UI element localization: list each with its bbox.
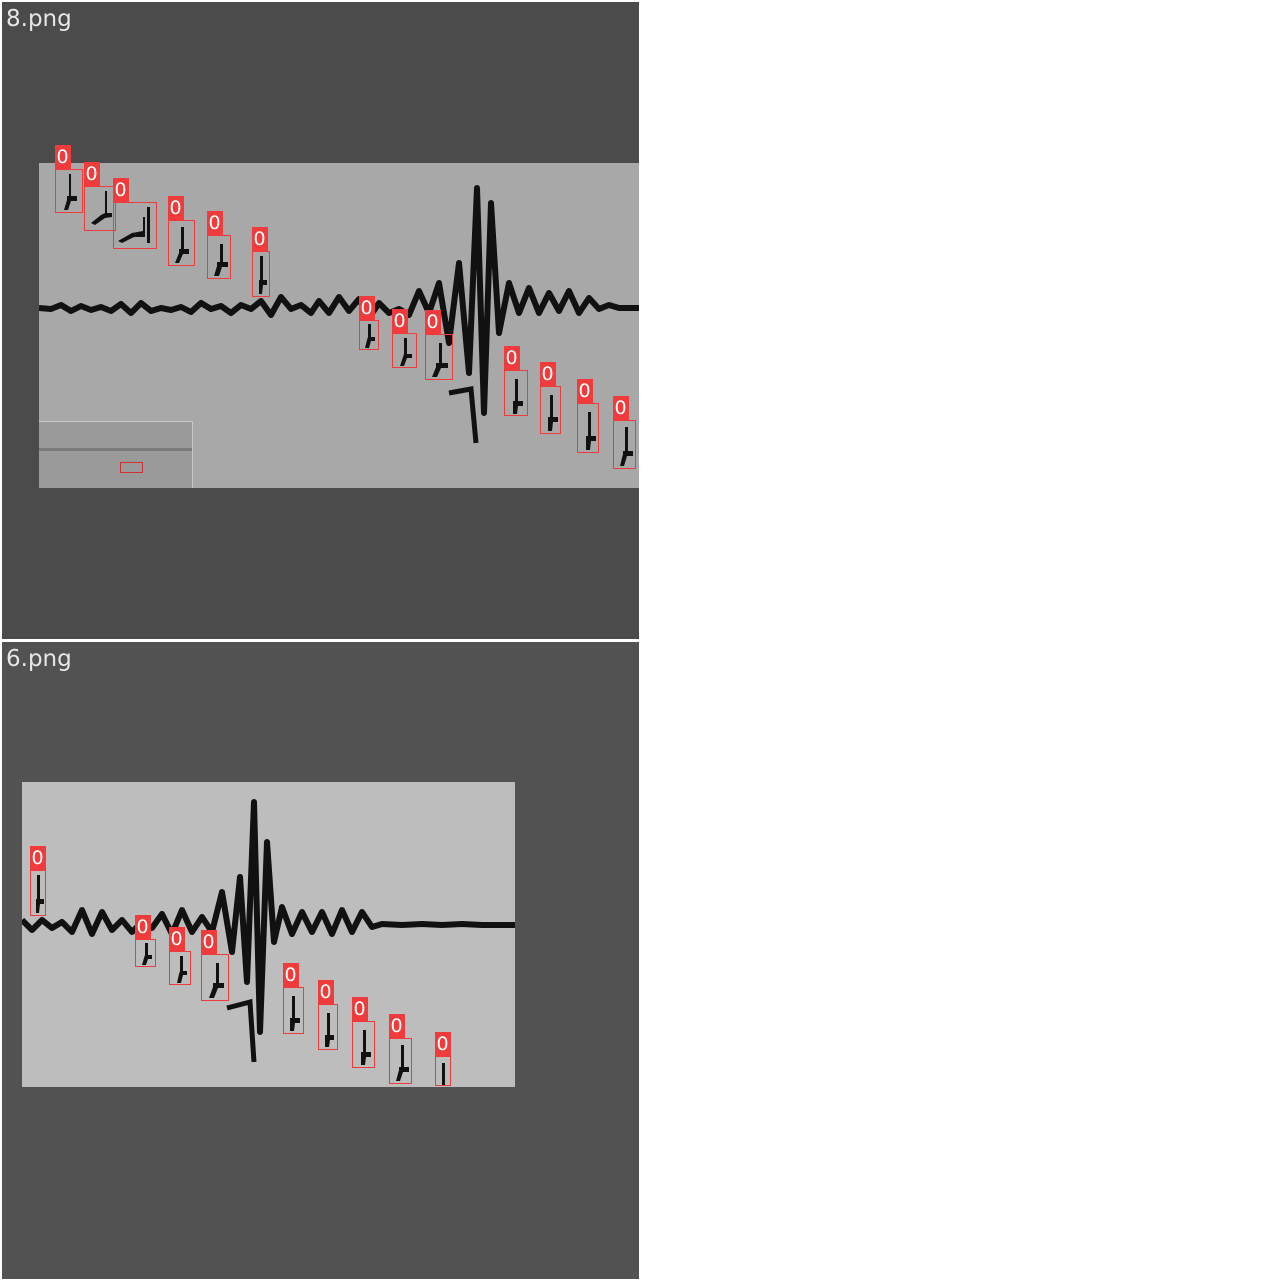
detection-box: 0 <box>200 930 229 1001</box>
image-panel-6: 6.png 0 0 0 0 0 0 0 0 0 <box>2 642 639 1279</box>
detection-label: 0 <box>576 379 593 403</box>
detection-label: 0 <box>168 927 185 951</box>
gun-icon <box>442 1063 445 1085</box>
inset-stripe <box>39 448 192 451</box>
detection-box: 0 <box>83 162 116 231</box>
detection-box: 0 <box>251 227 270 297</box>
gun-icon <box>586 412 596 450</box>
gun-icon <box>290 996 300 1031</box>
gun-icon <box>91 191 112 225</box>
detection-label: 0 <box>388 1014 405 1038</box>
gun-icon <box>214 244 228 276</box>
gun-icon <box>365 324 375 348</box>
detection-label: 0 <box>612 396 629 420</box>
waveform-trace <box>22 799 515 1063</box>
inset-thumbnail <box>39 421 193 488</box>
detection-label: 0 <box>539 362 556 386</box>
gun-icon <box>118 207 150 243</box>
detection-box: 0 <box>576 379 599 453</box>
detection-box: 0 <box>388 1014 412 1084</box>
image-panel-8: 8.png 0 0 0 0 0 0 0 0 <box>2 2 639 639</box>
gun-icon <box>400 338 412 366</box>
detection-box: 0 <box>112 178 157 249</box>
detection-box: 0 <box>317 980 338 1050</box>
detection-box: 0 <box>358 296 379 350</box>
waveform-image <box>22 782 515 1087</box>
gun-icon <box>513 379 523 414</box>
detection-label: 0 <box>54 145 71 169</box>
inset-highlight-box <box>120 462 143 473</box>
gun-icon <box>64 174 77 210</box>
gun-icon <box>396 1045 409 1081</box>
detection-label: 0 <box>167 196 184 220</box>
panel-title: 8.png <box>6 6 72 32</box>
detection-box: 0 <box>434 1032 451 1086</box>
detection-label: 0 <box>200 930 217 954</box>
detection-box: 0 <box>391 309 417 368</box>
detection-label: 0 <box>251 227 268 251</box>
detection-box: 0 <box>167 196 195 266</box>
detection-label: 0 <box>503 346 520 370</box>
detection-box: 0 <box>168 927 191 985</box>
detection-box: 0 <box>134 915 156 967</box>
panel-title: 6.png <box>6 646 72 672</box>
detection-label: 0 <box>112 178 129 202</box>
detection-label: 0 <box>391 309 408 333</box>
detection-box: 0 <box>612 396 636 469</box>
gun-icon <box>361 1030 371 1065</box>
gun-icon <box>209 963 224 998</box>
detection-label: 0 <box>29 846 46 870</box>
detection-box: 0 <box>424 310 453 380</box>
detection-label: 0 <box>282 963 299 987</box>
gun-icon <box>175 227 189 263</box>
detection-label: 0 <box>206 211 223 235</box>
detection-label: 0 <box>351 997 368 1021</box>
gun-icon <box>259 256 267 294</box>
detection-box: 0 <box>503 346 528 416</box>
gun-icon <box>432 343 448 377</box>
gun-icon <box>142 943 152 965</box>
detection-box: 0 <box>54 145 83 213</box>
detection-label: 0 <box>358 296 375 320</box>
detection-box: 0 <box>282 963 304 1034</box>
waveform-trace <box>39 185 639 444</box>
detection-box: 0 <box>29 846 46 916</box>
waveform-image <box>39 163 639 488</box>
detection-label: 0 <box>83 162 100 186</box>
detection-label: 0 <box>424 310 441 334</box>
detection-box: 0 <box>351 997 375 1068</box>
detection-label: 0 <box>134 915 151 939</box>
detection-box: 0 <box>539 362 561 434</box>
gun-icon <box>36 875 44 913</box>
gun-icon <box>548 395 558 431</box>
gun-icon <box>325 1013 334 1047</box>
gun-icon <box>620 427 633 466</box>
gun-icon <box>177 956 187 983</box>
detection-label: 0 <box>434 1032 451 1056</box>
detection-label: 0 <box>317 980 334 1004</box>
detection-box: 0 <box>206 211 231 279</box>
